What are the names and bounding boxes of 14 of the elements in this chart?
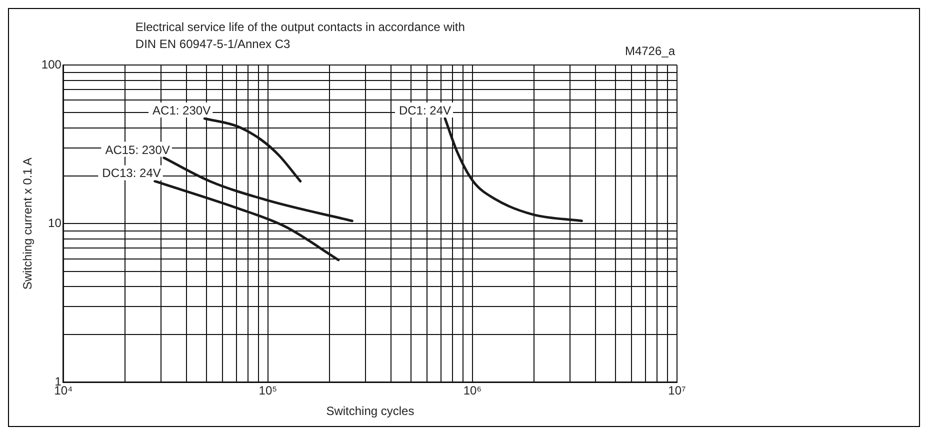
- series-label: AC1: 230V: [152, 103, 211, 118]
- x-tick-label: 10⁷: [668, 384, 686, 398]
- text: M4726_a: [624, 44, 676, 58]
- series-label: DC13: 24V: [102, 166, 161, 180]
- chart-title: Electrical service life of the output contacts in accordance with: [135, 20, 465, 34]
- chart-subtitle: DIN EN 60947-5-1/Annex C3: [135, 37, 290, 51]
- x-tick-label: 10⁶: [463, 384, 482, 398]
- y-axis-title: Switching current x 0.1 A: [20, 158, 35, 290]
- y-tick-label: 100: [41, 57, 62, 72]
- y-tick-label: 10: [48, 216, 62, 230]
- x-axis-title: Switching cycles: [326, 404, 414, 418]
- series-label: AC15: 230V: [105, 142, 170, 157]
- x-tick-label: 10⁵: [258, 384, 278, 398]
- series-label: DC1: 24V: [398, 103, 452, 118]
